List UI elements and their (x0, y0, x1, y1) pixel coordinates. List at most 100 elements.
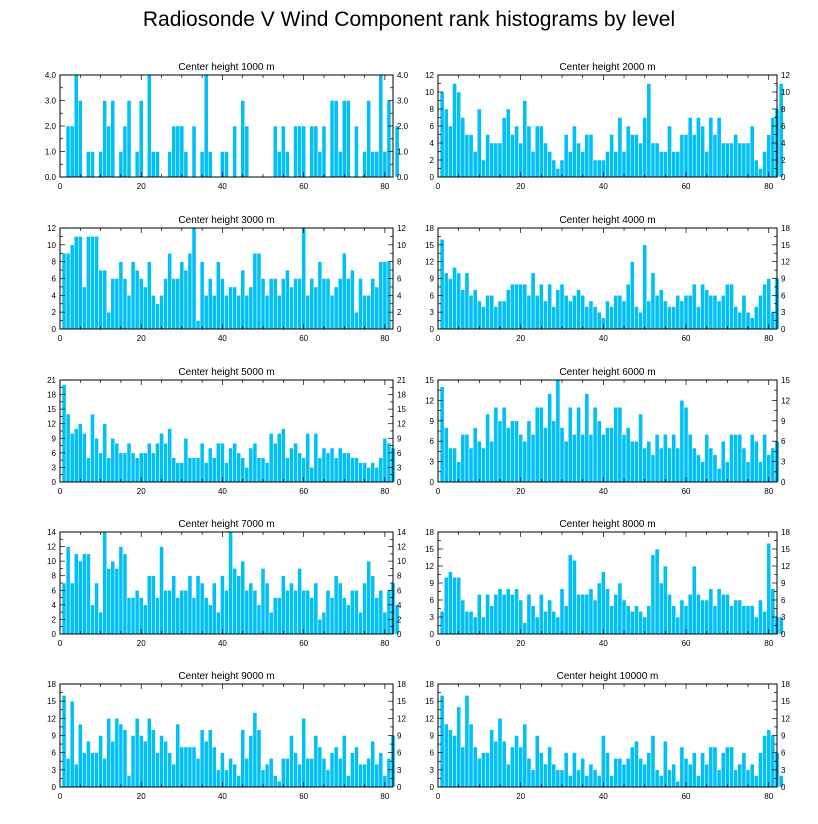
bar (167, 590, 172, 635)
bar (551, 420, 557, 483)
bar (301, 718, 306, 788)
bar (497, 718, 503, 788)
bar (293, 125, 298, 178)
bar (485, 295, 490, 330)
bar (382, 261, 388, 330)
bar (102, 531, 107, 635)
bar (317, 746, 323, 788)
bar (65, 253, 71, 330)
bar (443, 272, 449, 330)
bar (98, 151, 103, 178)
bar (382, 438, 388, 483)
bar (297, 452, 302, 483)
y-tick-label-right: 6 (397, 275, 402, 284)
bar (448, 447, 453, 483)
y-tick-label: 14 (47, 528, 56, 537)
bar (337, 447, 343, 483)
bar (277, 781, 282, 788)
y-tick-label: 2 (52, 615, 57, 624)
y-tick-label-right: 12 (397, 420, 406, 429)
bar (700, 125, 705, 178)
bar (563, 752, 569, 788)
bar (130, 735, 136, 788)
bar (244, 590, 250, 635)
bar (493, 740, 499, 788)
y-tick-label-right: 9 (781, 275, 786, 284)
bar (493, 142, 499, 178)
bar (555, 769, 561, 788)
bar (78, 560, 83, 635)
bar (155, 597, 160, 635)
bar (106, 568, 112, 635)
bar (588, 434, 594, 483)
y-tick-label-right: 3 (397, 463, 402, 472)
bar (576, 406, 581, 483)
bar (98, 611, 103, 635)
bar (151, 295, 156, 330)
y-tick-label-right: 0.0 (397, 173, 409, 182)
bar (321, 758, 327, 788)
y-tick-label-right: 1.0 (397, 148, 409, 157)
bar (588, 134, 594, 178)
bar (350, 752, 355, 788)
bar (240, 729, 246, 788)
bar (712, 605, 718, 635)
bar (580, 758, 586, 788)
bar (248, 582, 254, 635)
bar (187, 457, 193, 483)
y-tick-label-right: 8 (781, 105, 786, 114)
bar (147, 74, 152, 178)
x-tick-label: 0 (436, 182, 441, 191)
bar (539, 594, 544, 635)
bar (501, 594, 507, 635)
bar (297, 125, 302, 178)
bar (106, 311, 112, 330)
bar (61, 695, 67, 788)
bar (366, 100, 371, 178)
y-tick-label-right: 12 (781, 714, 790, 723)
bar (151, 151, 156, 178)
bar (468, 447, 474, 483)
bar (118, 261, 124, 330)
bar (346, 604, 351, 635)
bar (555, 168, 561, 178)
bar (216, 769, 221, 788)
bar (534, 406, 540, 483)
bar (195, 457, 201, 483)
bar (580, 434, 586, 483)
y-tick-label-right: 0 (781, 325, 786, 334)
panel-title: Center height 3000 m (178, 215, 274, 226)
bar (617, 758, 623, 788)
bar (191, 227, 197, 330)
bar (658, 775, 664, 788)
bar (477, 300, 482, 330)
bar (584, 594, 590, 635)
bar (642, 244, 648, 330)
bar (501, 300, 507, 330)
bar (650, 554, 656, 635)
bar (370, 740, 375, 788)
x-tick-label: 60 (682, 639, 691, 648)
y-tick-label: 12 (425, 714, 434, 723)
y-tick-label-right: 6 (781, 749, 786, 758)
bar (729, 434, 734, 483)
bar (305, 295, 311, 330)
bar (654, 295, 660, 330)
x-tick-label: 20 (137, 487, 146, 496)
bar (733, 434, 738, 483)
bar (592, 159, 598, 178)
bar (143, 286, 148, 330)
y-tick-label-right: 0 (781, 173, 786, 182)
bar (588, 588, 594, 635)
bar (264, 763, 270, 788)
bar (232, 125, 237, 178)
bar (94, 438, 99, 483)
y-tick-label: 18 (425, 224, 434, 233)
bar (329, 597, 335, 635)
bar (236, 452, 241, 483)
bar (341, 735, 347, 788)
bar (439, 238, 445, 330)
bar (766, 543, 772, 635)
bar (522, 440, 528, 483)
bar (325, 278, 331, 330)
